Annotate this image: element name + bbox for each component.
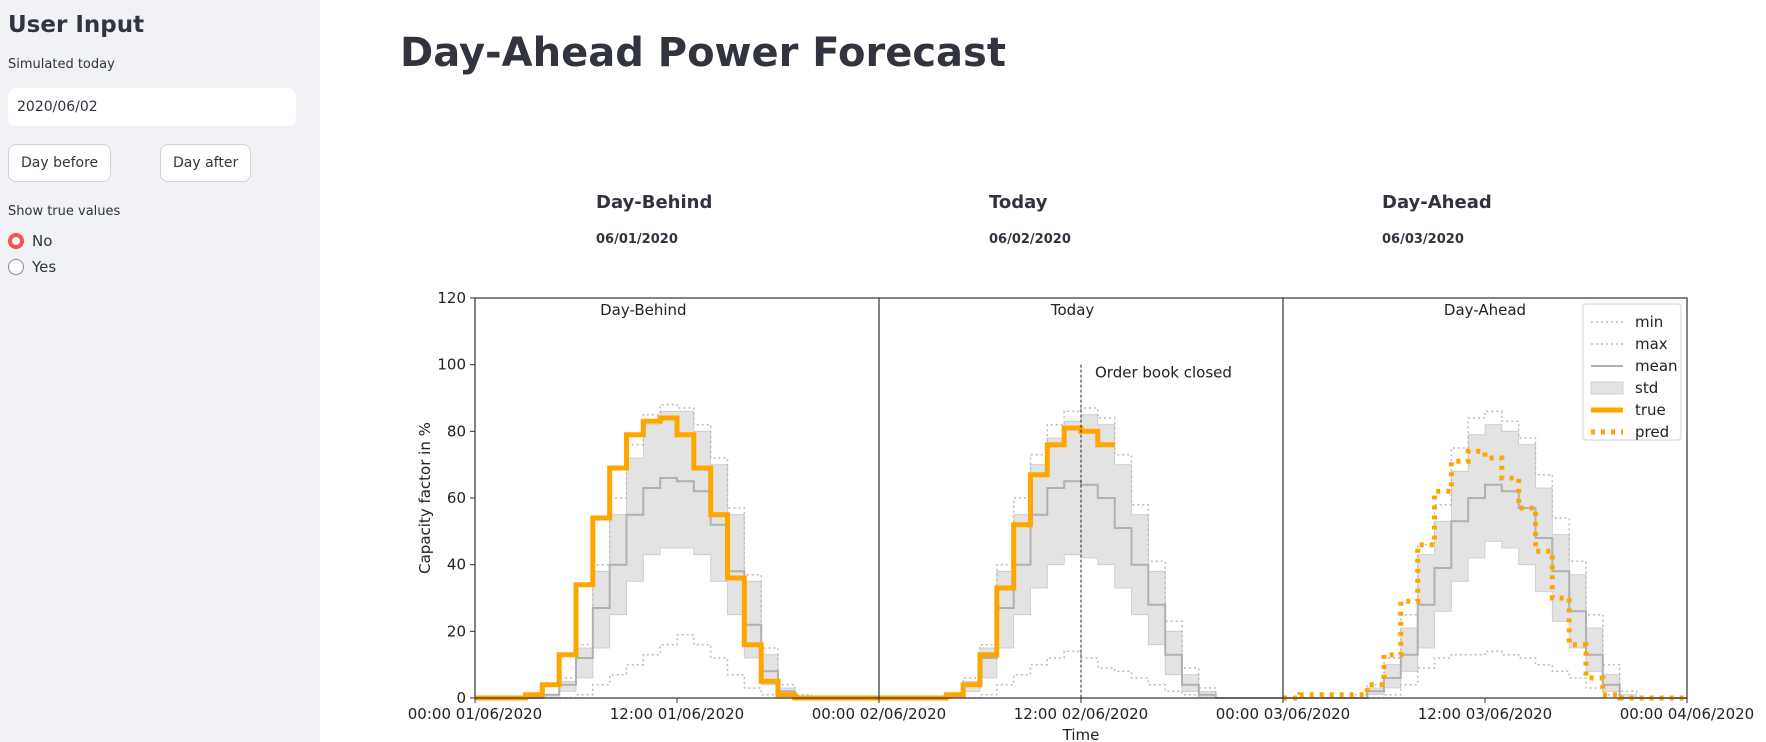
x-axis-label: Time (1062, 726, 1100, 742)
x-tick-label: 00:00 01/06/2020 (408, 705, 542, 723)
x-tick-label: 12:00 03/06/2020 (1418, 705, 1552, 723)
legend-label-pred: pred (1635, 423, 1669, 441)
y-axis-label: Capacity factor in % (416, 422, 434, 574)
panel-label: Today (1050, 301, 1095, 319)
legend-box (1582, 303, 1682, 441)
radio-option-no[interactable]: No (8, 232, 52, 250)
legend-label-max: max (1635, 335, 1668, 353)
mean-line (1283, 483, 1687, 699)
panel-label: Day-Behind (600, 301, 686, 319)
radio-option-yes[interactable]: Yes (8, 258, 56, 276)
y-tick-label: 120 (437, 289, 466, 307)
forecast-chart: Order book closed Day-Behind Today Day-Ahea… (408, 289, 1754, 742)
order-book-label: Order book closed (1095, 364, 1232, 382)
max-line (879, 407, 1283, 699)
sidebar-title: User Input (8, 12, 145, 38)
x-tick-label: 00:00 03/06/2020 (1216, 705, 1350, 723)
radio-no-indicator[interactable] (8, 233, 24, 249)
y-tick-label: 60 (447, 489, 466, 507)
y-tick-label: 0 (456, 689, 466, 707)
y-tick-label: 20 (447, 622, 466, 640)
legend-label-std: std (1635, 379, 1658, 397)
mean-line (475, 477, 879, 699)
day-before-button[interactable]: Day before (8, 144, 112, 182)
page-title: Day-Ahead Power Forecast (400, 30, 1006, 76)
min-line (475, 633, 879, 699)
show-true-label: Show true values (8, 204, 121, 219)
column-date-day-behind: 06/01/2020 (596, 232, 678, 247)
x-tick-label: 12:00 01/06/2020 (610, 705, 744, 723)
x-tick-label: 12:00 02/06/2020 (1014, 705, 1148, 723)
pred-line (1283, 448, 1687, 701)
min-line (1283, 650, 1687, 699)
column-heading-day-ahead: Day-Ahead (1382, 192, 1492, 213)
std-band (1283, 424, 1687, 699)
y-tick-label: 40 (447, 556, 466, 574)
panel-label: Day-Ahead (1444, 301, 1526, 319)
sidebar: User Input Simulated today Day before Da… (0, 0, 320, 742)
x-tick-label: 00:00 04/06/2020 (1620, 705, 1754, 723)
radio-yes-label: Yes (32, 258, 57, 276)
legend-label-mean: mean (1635, 357, 1678, 375)
date-label: Simulated today (8, 57, 115, 72)
legend-label-min: min (1635, 313, 1663, 331)
radio-yes-indicator[interactable] (8, 259, 24, 275)
column-heading-day-behind: Day-Behind (596, 192, 713, 213)
column-heading-today: Today (989, 192, 1048, 213)
radio-no-label: No (32, 232, 53, 250)
x-tick-label: 00:00 02/06/2020 (812, 705, 946, 723)
legend-label-true: true (1635, 401, 1666, 419)
date-input[interactable] (8, 88, 296, 126)
day-after-button[interactable]: Day after (160, 144, 252, 182)
column-date-day-ahead: 06/03/2020 (1382, 232, 1464, 247)
min-line (879, 650, 1283, 699)
y-tick-label: 80 (447, 422, 466, 440)
y-tick-label: 100 (437, 356, 466, 374)
column-date-today: 06/02/2020 (989, 232, 1071, 247)
legend-swatch-std (1590, 381, 1624, 395)
true-line (475, 415, 879, 701)
std-band (475, 410, 879, 699)
